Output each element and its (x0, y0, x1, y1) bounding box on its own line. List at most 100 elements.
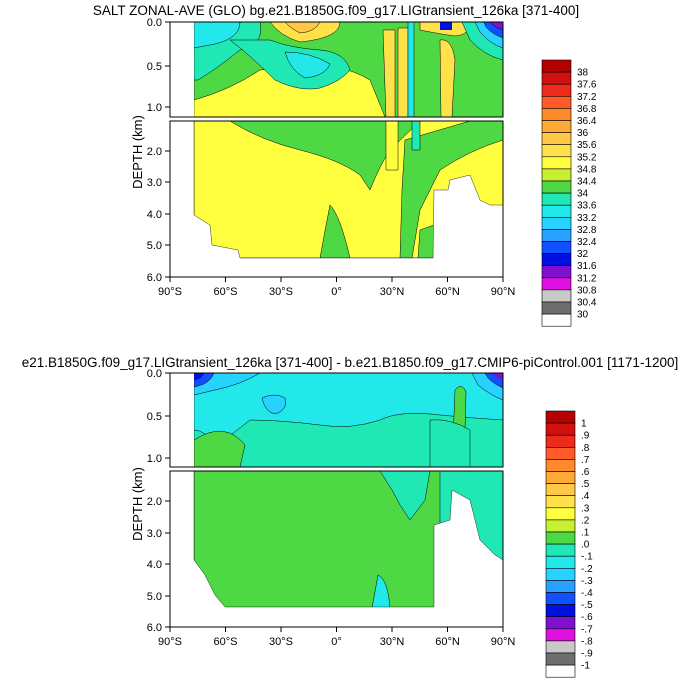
field-34-0-ice (440, 22, 452, 30)
colorbar-swatch (541, 289, 572, 303)
x-tick-label: 60°S (214, 286, 238, 298)
colorbar-label: 32.4 (577, 237, 597, 248)
deep-34-4-east (417, 224, 435, 259)
colorbar-label: .8 (581, 443, 590, 454)
chart-title: SALT ZONAL-AVE (GLO) bg.e21.B1850G.f09_g… (93, 3, 579, 18)
y-tick-label: 2.0 (147, 146, 162, 158)
colorbar-label: .5 (581, 479, 590, 490)
colorbar-label: .6 (581, 467, 590, 478)
seafloor (170, 121, 503, 277)
chart-title: e21.B1850G.f09_g17.LIGtransient_126ka [3… (22, 355, 678, 370)
y-tick-label: 4.0 (147, 209, 162, 221)
colorbar-swatch (545, 567, 576, 581)
colorbar-swatch (545, 434, 576, 448)
colorbar-swatch (541, 59, 572, 73)
colorbar-label: 30 (577, 310, 589, 321)
x-tick-label: 60°N (435, 636, 460, 648)
field-34-0-mid (229, 39, 351, 90)
y-tick-label: 6.0 (147, 272, 162, 284)
colorbar-swatch (541, 229, 572, 242)
field-0-1-south (193, 431, 246, 467)
y-ticks-upper (165, 372, 170, 459)
field-35-2-med2 (397, 27, 409, 117)
colorbar-swatch (545, 483, 576, 497)
colorbar-swatch (545, 616, 576, 630)
colorbar-swatch (545, 446, 576, 460)
colorbar-label: .9 (581, 431, 590, 442)
y-ticks-lower (165, 500, 170, 628)
colorbar-swatch (545, 531, 576, 545)
colorbar-swatch (541, 301, 572, 315)
colorbar-label: -.1 (581, 552, 593, 563)
colorbar-swatch (545, 592, 576, 605)
upper-field (170, 22, 503, 117)
upper-panel-frame (169, 21, 504, 118)
x-tick-label: 60°N (435, 286, 460, 298)
colorbar-label: -1 (581, 661, 590, 672)
colorbar-swatch (541, 253, 572, 267)
deep-34-0-spot (411, 121, 421, 151)
y-tick-label: 6.0 (147, 622, 162, 634)
y-tick-label: 1.0 (147, 102, 162, 114)
y-tick-label: 0.0 (147, 368, 162, 380)
y-ticks-upper (165, 21, 170, 108)
deep-34-8-atlantic (385, 121, 399, 171)
x-tick-label: 90°S (158, 636, 182, 648)
colorbar-label: 33.6 (577, 201, 597, 212)
colorbar-swatch (545, 495, 576, 509)
colorbar-label: 36.8 (577, 104, 597, 115)
colorbar-label: 33.2 (577, 213, 597, 224)
panel-salinity: SALT ZONAL-AVE (GLO) bg.e21.B1850G.f09_g… (93, 3, 597, 327)
colorbar-swatch (541, 217, 572, 230)
field-minus-0-3-pocket (261, 394, 286, 415)
colorbar-label: 31.6 (577, 261, 597, 272)
panel-difference: e21.B1850G.f09_g17.LIGtransient_126ka [3… (22, 355, 678, 678)
colorbar-label: 36.4 (577, 116, 597, 127)
colorbar-swatch (545, 640, 576, 654)
colorbar-label: 34 (577, 189, 589, 200)
colorbar-swatch (545, 580, 576, 593)
x-ticks (169, 627, 504, 632)
y-tick-label: 3.0 (147, 177, 162, 189)
colorbar-swatch (541, 192, 572, 206)
y-tick-label: 2.0 (147, 496, 162, 508)
field-33-6-mid (284, 51, 331, 79)
colorbar-swatch (545, 664, 576, 678)
colorbar-label: 32.8 (577, 225, 597, 236)
y-axis-label: DEPTH (km) (130, 115, 145, 189)
field-33-6 (193, 22, 241, 49)
x-tick-label: 90°N (491, 286, 516, 298)
y-tick-label: 5.0 (147, 240, 162, 252)
colorbar-swatch (545, 519, 576, 533)
seafloor-edge (193, 471, 503, 608)
colorbar-swatch (541, 265, 572, 279)
land-antarctic-b1 (170, 373, 194, 467)
colorbar-label: 30.4 (577, 298, 597, 309)
field-arctic-0-8 (492, 373, 503, 380)
x-tick-label: 30°S (269, 286, 293, 298)
x-tick-label: 60°S (214, 636, 238, 648)
colorbar: 3837.637.236.836.43635.635.234.834.43433… (541, 59, 597, 327)
colorbar-label: -.8 (581, 636, 593, 647)
colorbar-label: 1 (581, 419, 587, 430)
x-ticks (169, 277, 504, 282)
colorbar-label: 35.6 (577, 140, 597, 151)
x-tick-label: 0° (331, 636, 342, 648)
colorbar-swatch (541, 132, 572, 146)
upper-panel-frame (169, 372, 504, 468)
colorbar-swatch (545, 471, 576, 484)
x-tick-label: 90°S (158, 286, 182, 298)
colorbar-label: 31.2 (577, 273, 597, 284)
field-35-6-surface (284, 22, 321, 34)
colorbar-swatch (545, 604, 576, 617)
colorbar-label: -.6 (581, 612, 593, 623)
x-tick-label: 90°N (491, 636, 516, 648)
y-tick-label: 4.0 (147, 559, 162, 571)
y-tick-label: 0.5 (147, 61, 162, 73)
x-tick-label: 30°S (269, 636, 293, 648)
colorbar-swatch (541, 204, 572, 218)
colorbar-label: .0 (581, 540, 590, 551)
colorbar-label: 37.6 (577, 80, 597, 91)
land-antarctic-a1 (170, 22, 194, 117)
